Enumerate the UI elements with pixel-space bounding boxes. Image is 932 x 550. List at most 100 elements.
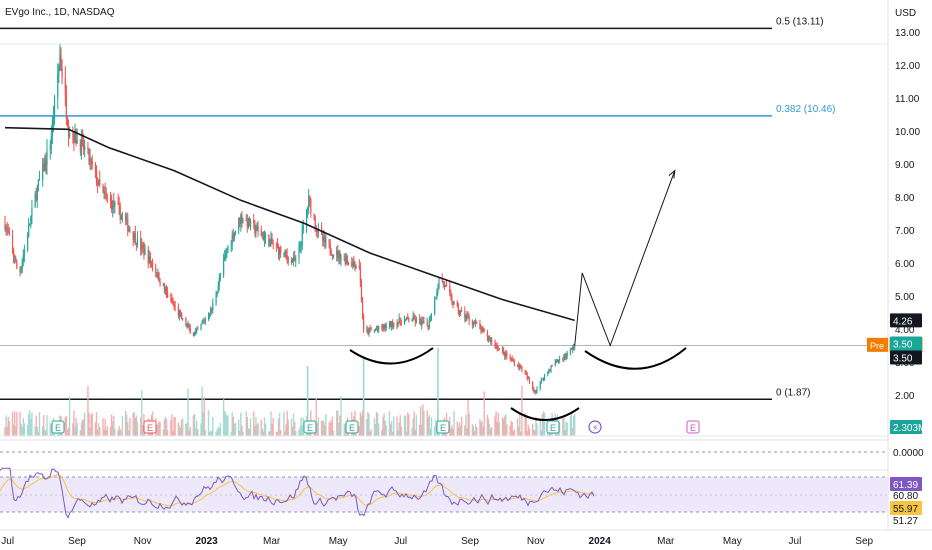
volume-bar (279, 429, 282, 436)
dividend-icon[interactable] (588, 420, 602, 434)
candle-body (38, 180, 41, 181)
candle-body (512, 360, 514, 362)
candle-body (316, 229, 318, 233)
volume-bar (234, 422, 237, 436)
candle-body (20, 268, 22, 273)
candle-body (494, 340, 496, 346)
volume-bar (277, 418, 280, 436)
fib-level-0-label: 0 (1.87) (776, 387, 810, 398)
volume-bar (212, 416, 214, 436)
volume-bar (487, 418, 490, 436)
candle-body (291, 258, 294, 262)
candle-body (148, 256, 150, 263)
volume-bar (94, 422, 97, 436)
candle-body (533, 388, 535, 392)
volume-bar (331, 416, 334, 436)
candle-body (328, 239, 330, 245)
candle-body (358, 265, 360, 269)
volume-bar (370, 429, 372, 436)
candle-body (19, 267, 21, 273)
volume-bar (287, 420, 289, 436)
candle-body (308, 195, 310, 208)
volume-bar (338, 422, 340, 436)
volume-bar (74, 427, 76, 436)
volume-bar (90, 414, 92, 436)
candle-body (384, 324, 386, 329)
currency-label: USD (895, 8, 916, 19)
earnings-marker[interactable] (51, 420, 65, 434)
candle-body (363, 316, 365, 331)
volume-bar (330, 421, 333, 436)
volume-bar (36, 426, 39, 436)
volume-bar (253, 411, 255, 436)
candle-body (255, 231, 257, 234)
candle-body (486, 331, 489, 338)
candle-body (563, 355, 565, 360)
candle-body (437, 288, 439, 293)
volume-bar (177, 422, 180, 436)
earnings-marker[interactable] (686, 420, 700, 434)
earnings-marker[interactable] (345, 420, 359, 434)
volume-bar (255, 417, 257, 436)
candle-body (408, 319, 410, 322)
candle-body (407, 317, 409, 320)
volume-bar (377, 423, 380, 436)
candle-body (219, 275, 221, 278)
candle-body (314, 216, 316, 227)
volume-bar (299, 426, 301, 436)
time-tick-label: Jul (394, 536, 407, 547)
volume-bar (127, 422, 129, 436)
volume-bar (301, 424, 303, 436)
candle-body (216, 291, 218, 295)
candle-body (369, 328, 371, 330)
volume-bar (105, 429, 107, 436)
candle-body (195, 332, 197, 335)
earnings-marker[interactable] (143, 420, 157, 434)
volume-bar (254, 425, 256, 436)
candle-body (196, 329, 198, 333)
volume-bar (110, 414, 113, 436)
candle-body (171, 298, 173, 303)
candle-body (464, 311, 466, 319)
candle-body (103, 191, 105, 193)
candle-body (284, 251, 286, 253)
candle-body (501, 348, 504, 351)
candle-body (367, 329, 369, 334)
volume-bar (237, 419, 240, 436)
volume-bar (67, 427, 70, 436)
volume-bar (64, 417, 67, 436)
candle-body (479, 323, 481, 329)
candle-body (59, 54, 61, 67)
candle-body (556, 360, 559, 362)
candle-body (309, 195, 311, 200)
candle-body (13, 249, 15, 258)
candle-body (132, 231, 134, 240)
candle-body (218, 277, 220, 286)
candle-body (503, 350, 505, 352)
candle-body (232, 234, 234, 240)
time-tick-label: May (723, 536, 742, 547)
candle-body (353, 262, 355, 265)
volume-bar (241, 425, 243, 436)
candle-body (298, 247, 300, 260)
volume-bar (315, 397, 317, 436)
volume-bar (159, 421, 161, 436)
candle-body (262, 235, 265, 241)
candle-body (6, 227, 8, 230)
candle-body (69, 134, 71, 136)
candle-body (179, 312, 182, 314)
volume-bar (302, 417, 305, 436)
candle-body (400, 322, 402, 325)
candle-body (66, 117, 69, 127)
earnings-marker[interactable] (546, 420, 560, 434)
volume-bar (278, 412, 281, 436)
candle-body (366, 329, 368, 331)
earnings-marker[interactable] (303, 420, 317, 434)
earnings-marker[interactable] (436, 420, 450, 434)
candle-body (461, 310, 463, 312)
volume-bar (75, 417, 77, 436)
volume-bar (373, 418, 376, 436)
candle-body (242, 221, 244, 222)
candle-body (344, 256, 346, 264)
